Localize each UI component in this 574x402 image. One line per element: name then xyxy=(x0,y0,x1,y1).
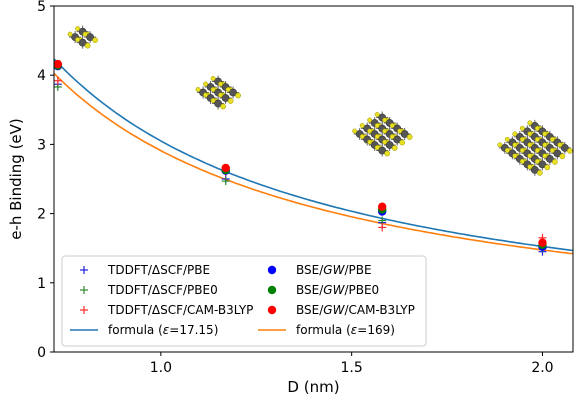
legend: TDDFT/ΔSCF/PBE BSE/GW/PBE TDDFT/ΔSCF/PBE0 B… xyxy=(61,255,427,347)
nanocrystal-xlarge-icon xyxy=(497,119,573,176)
y-axis-label: e-h Binding (eV) xyxy=(7,118,25,240)
nanocrystal-large-icon xyxy=(352,111,413,157)
x-tick-label: 1.5 xyxy=(341,360,363,376)
y-tick-label: 3 xyxy=(37,137,46,153)
point-s5-2 xyxy=(377,202,387,211)
y-tick-label: 4 xyxy=(37,68,46,84)
point-s5-1 xyxy=(221,163,230,173)
nanocrystal-images xyxy=(67,25,573,176)
legend-swatch xyxy=(267,305,277,315)
legend-label: formula (ε=169) xyxy=(296,323,395,337)
legend-swatch xyxy=(80,286,88,294)
point-s2-0 xyxy=(53,76,62,85)
legend-swatch xyxy=(80,306,88,314)
nanocrystal-small-icon xyxy=(67,25,98,49)
point-s1-1 xyxy=(221,177,230,186)
point-s5-0 xyxy=(53,59,63,69)
data-points xyxy=(53,59,547,256)
legend-label: BSE/GW/CAM-B3LYP xyxy=(296,303,415,317)
legend-label: formula (ε=17.15) xyxy=(108,323,218,337)
legend-swatch xyxy=(267,265,277,275)
legend-label: TDDFT/ΔSCF/PBE xyxy=(107,263,210,277)
formula-curves xyxy=(53,58,574,255)
legend-swatch xyxy=(267,285,277,295)
legend-label: TDDFT/ΔSCF/PBE0 xyxy=(107,283,218,297)
y-axis-ticks: 0 1 2 3 4 5 xyxy=(37,0,54,361)
legend-box xyxy=(61,255,427,347)
y-tick-label: 1 xyxy=(37,276,46,292)
y-tick-label: 0 xyxy=(37,345,46,361)
legend-swatch xyxy=(80,266,88,274)
legend-label: BSE/GW/PBE xyxy=(296,263,372,277)
point-s1-2 xyxy=(378,216,387,225)
y-tick-label: 2 xyxy=(37,207,46,223)
point-s2-2 xyxy=(378,223,387,232)
legend-label: BSE/GW/PBE0 xyxy=(296,283,379,297)
x-tick-label: 2.0 xyxy=(531,360,553,376)
point-s5-3 xyxy=(538,238,547,247)
legend-label: TDDFT/ΔSCF/CAM-B3LYP xyxy=(107,303,253,317)
nanocrystal-medium-icon xyxy=(195,75,241,110)
plot-frame xyxy=(53,5,574,353)
x-tick-label: 1.0 xyxy=(150,360,172,376)
x-axis-ticks: 1.0 1.5 2.0 xyxy=(150,352,554,376)
x-axis-label: D (nm) xyxy=(287,378,339,396)
formula-line-6 xyxy=(53,58,574,252)
y-tick-label: 5 xyxy=(37,0,46,15)
formula-line-7 xyxy=(53,72,574,255)
